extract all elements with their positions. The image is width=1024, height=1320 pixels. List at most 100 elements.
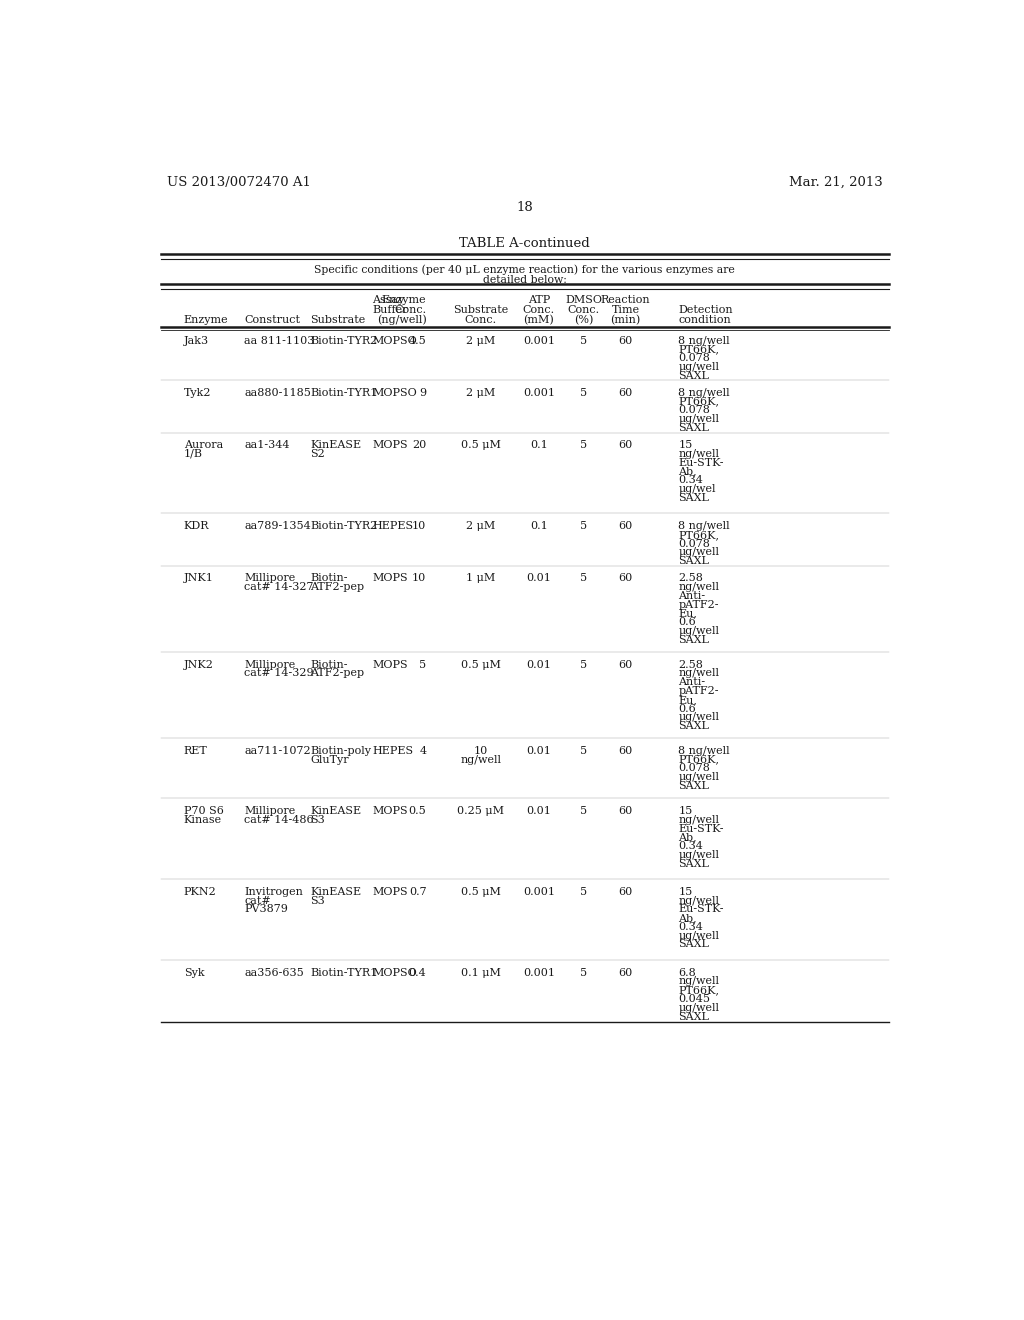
Text: MOPSO: MOPSO <box>372 335 417 346</box>
Text: 0.1 μM: 0.1 μM <box>461 968 501 978</box>
Text: 10: 10 <box>412 573 426 583</box>
Text: Conc.: Conc. <box>394 305 426 314</box>
Text: GluTyr: GluTyr <box>310 755 349 764</box>
Text: 60: 60 <box>618 335 633 346</box>
Text: MOPS: MOPS <box>372 660 408 669</box>
Text: 2.58: 2.58 <box>678 573 703 583</box>
Text: Substrate: Substrate <box>310 314 366 325</box>
Text: Enzyme: Enzyme <box>183 314 228 325</box>
Text: 60: 60 <box>618 388 633 397</box>
Text: 5: 5 <box>581 521 587 531</box>
Text: 4.5: 4.5 <box>409 335 426 346</box>
Text: 18: 18 <box>516 201 534 214</box>
Text: detailed below:: detailed below: <box>483 276 566 285</box>
Text: MOPS: MOPS <box>372 441 408 450</box>
Text: KDR: KDR <box>183 521 209 531</box>
Text: RET: RET <box>183 746 208 756</box>
Text: Anti-: Anti- <box>678 591 706 601</box>
Text: 0.078: 0.078 <box>678 539 710 549</box>
Text: 9: 9 <box>419 388 426 397</box>
Text: PT66K,: PT66K, <box>678 396 719 407</box>
Text: 0.34: 0.34 <box>678 841 703 851</box>
Text: 60: 60 <box>618 660 633 669</box>
Text: Substrate: Substrate <box>453 305 508 314</box>
Text: 5: 5 <box>581 441 587 450</box>
Text: aa789-1354: aa789-1354 <box>245 521 311 531</box>
Text: 0.1: 0.1 <box>529 521 548 531</box>
Text: aa 811-1103: aa 811-1103 <box>245 335 314 346</box>
Text: JNK2: JNK2 <box>183 660 214 669</box>
Text: PV3879: PV3879 <box>245 904 288 915</box>
Text: Reaction: Reaction <box>601 294 650 305</box>
Text: cat#: cat# <box>245 895 271 906</box>
Text: 0.1: 0.1 <box>529 441 548 450</box>
Text: 0.5 μM: 0.5 μM <box>461 660 501 669</box>
Text: Invitrogen: Invitrogen <box>245 887 303 896</box>
Text: cat# 14-329: cat# 14-329 <box>245 668 314 678</box>
Text: condition: condition <box>678 314 731 325</box>
Text: PT66K,: PT66K, <box>678 345 719 354</box>
Text: Biotin-poly: Biotin-poly <box>310 746 371 756</box>
Text: Construct: Construct <box>245 314 300 325</box>
Text: 0.001: 0.001 <box>522 388 555 397</box>
Text: Conc.: Conc. <box>567 305 600 314</box>
Text: HEPES: HEPES <box>372 521 414 531</box>
Text: pATF2-: pATF2- <box>678 686 719 696</box>
Text: Conc.: Conc. <box>465 314 497 325</box>
Text: Millipore: Millipore <box>245 660 296 669</box>
Text: 0.34: 0.34 <box>678 921 703 932</box>
Text: 0.5 μM: 0.5 μM <box>461 441 501 450</box>
Text: 0.078: 0.078 <box>678 352 710 363</box>
Text: 0.001: 0.001 <box>522 968 555 978</box>
Text: 1 μM: 1 μM <box>466 573 496 583</box>
Text: Biotin-TYR1: Biotin-TYR1 <box>310 388 378 397</box>
Text: 0.001: 0.001 <box>522 887 555 896</box>
Text: PT66K,: PT66K, <box>678 985 719 995</box>
Text: pATF2-: pATF2- <box>678 599 719 610</box>
Text: Eu-STK-: Eu-STK- <box>678 824 724 833</box>
Text: 15: 15 <box>678 887 692 896</box>
Text: HEPES: HEPES <box>372 746 414 756</box>
Text: Buffer: Buffer <box>372 305 408 314</box>
Text: SAXL: SAXL <box>678 858 710 869</box>
Text: Tyk2: Tyk2 <box>183 388 211 397</box>
Text: 5: 5 <box>581 746 587 756</box>
Text: Biotin-TYR1: Biotin-TYR1 <box>310 968 378 978</box>
Text: 6.8: 6.8 <box>678 968 696 978</box>
Text: μg/well: μg/well <box>678 713 719 722</box>
Text: MOPSO: MOPSO <box>372 968 417 978</box>
Text: S2: S2 <box>310 449 325 459</box>
Text: Ab,: Ab, <box>678 466 697 477</box>
Text: US 2013/0072470 A1: US 2013/0072470 A1 <box>167 176 310 189</box>
Text: ATF2-pep: ATF2-pep <box>310 668 365 678</box>
Text: 15: 15 <box>678 807 692 816</box>
Text: SAXL: SAXL <box>678 635 710 645</box>
Text: SAXL: SAXL <box>678 1011 710 1022</box>
Text: Detection: Detection <box>678 305 733 314</box>
Text: 0.5: 0.5 <box>409 807 426 816</box>
Text: 60: 60 <box>618 887 633 896</box>
Text: 20: 20 <box>412 441 426 450</box>
Text: Biotin-TYR2: Biotin-TYR2 <box>310 521 378 531</box>
Text: Millipore: Millipore <box>245 573 296 583</box>
Text: KinEASE: KinEASE <box>310 887 361 896</box>
Text: SAXL: SAXL <box>678 422 710 433</box>
Text: MOPS: MOPS <box>372 807 408 816</box>
Text: 10: 10 <box>412 521 426 531</box>
Text: TABLE A-continued: TABLE A-continued <box>460 238 590 249</box>
Text: 2 μM: 2 μM <box>466 335 496 346</box>
Text: 0.6: 0.6 <box>678 618 696 627</box>
Text: Conc.: Conc. <box>522 305 555 314</box>
Text: 0.001: 0.001 <box>522 335 555 346</box>
Text: 60: 60 <box>618 807 633 816</box>
Text: cat# 14-486: cat# 14-486 <box>245 814 314 825</box>
Text: 2 μM: 2 μM <box>466 388 496 397</box>
Text: MOPS: MOPS <box>372 887 408 896</box>
Text: 8 ng/well: 8 ng/well <box>678 746 730 756</box>
Text: (%): (%) <box>574 314 593 325</box>
Text: (ng/well): (ng/well) <box>377 314 426 325</box>
Text: μg/well: μg/well <box>678 626 719 636</box>
Text: 0.01: 0.01 <box>526 573 551 583</box>
Text: SAXL: SAXL <box>678 721 710 731</box>
Text: μg/well: μg/well <box>678 850 719 859</box>
